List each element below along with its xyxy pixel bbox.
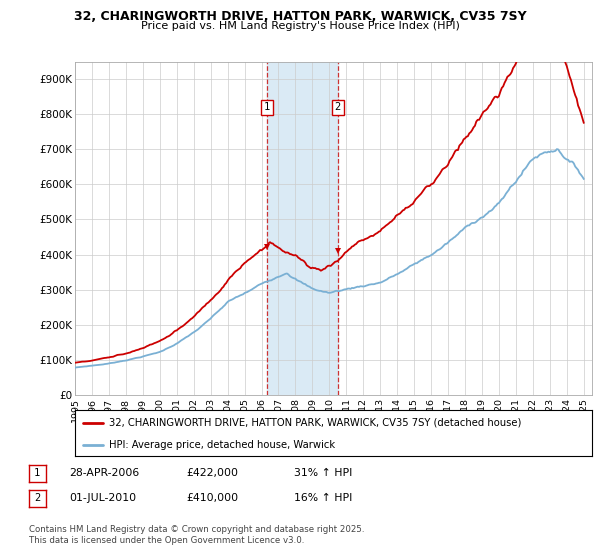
Text: £410,000: £410,000 [186, 493, 238, 503]
Text: 32, CHARINGWORTH DRIVE, HATTON PARK, WARWICK, CV35 7SY: 32, CHARINGWORTH DRIVE, HATTON PARK, WAR… [74, 10, 526, 23]
Text: 1: 1 [34, 468, 40, 478]
Text: 01-JUL-2010: 01-JUL-2010 [69, 493, 136, 503]
Text: £422,000: £422,000 [186, 468, 238, 478]
Text: 2: 2 [335, 102, 341, 112]
Text: 1: 1 [264, 102, 270, 112]
Text: Price paid vs. HM Land Registry's House Price Index (HPI): Price paid vs. HM Land Registry's House … [140, 21, 460, 31]
Text: 16% ↑ HPI: 16% ↑ HPI [294, 493, 352, 503]
Text: 32, CHARINGWORTH DRIVE, HATTON PARK, WARWICK, CV35 7SY (detached house): 32, CHARINGWORTH DRIVE, HATTON PARK, WAR… [109, 418, 521, 428]
Text: Contains HM Land Registry data © Crown copyright and database right 2025.
This d: Contains HM Land Registry data © Crown c… [29, 525, 364, 545]
Text: 28-APR-2006: 28-APR-2006 [69, 468, 139, 478]
Text: 2: 2 [34, 493, 40, 503]
Text: 31% ↑ HPI: 31% ↑ HPI [294, 468, 352, 478]
Bar [267, 62, 338, 395]
Text: HPI: Average price, detached house, Warwick: HPI: Average price, detached house, Warw… [109, 440, 335, 450]
